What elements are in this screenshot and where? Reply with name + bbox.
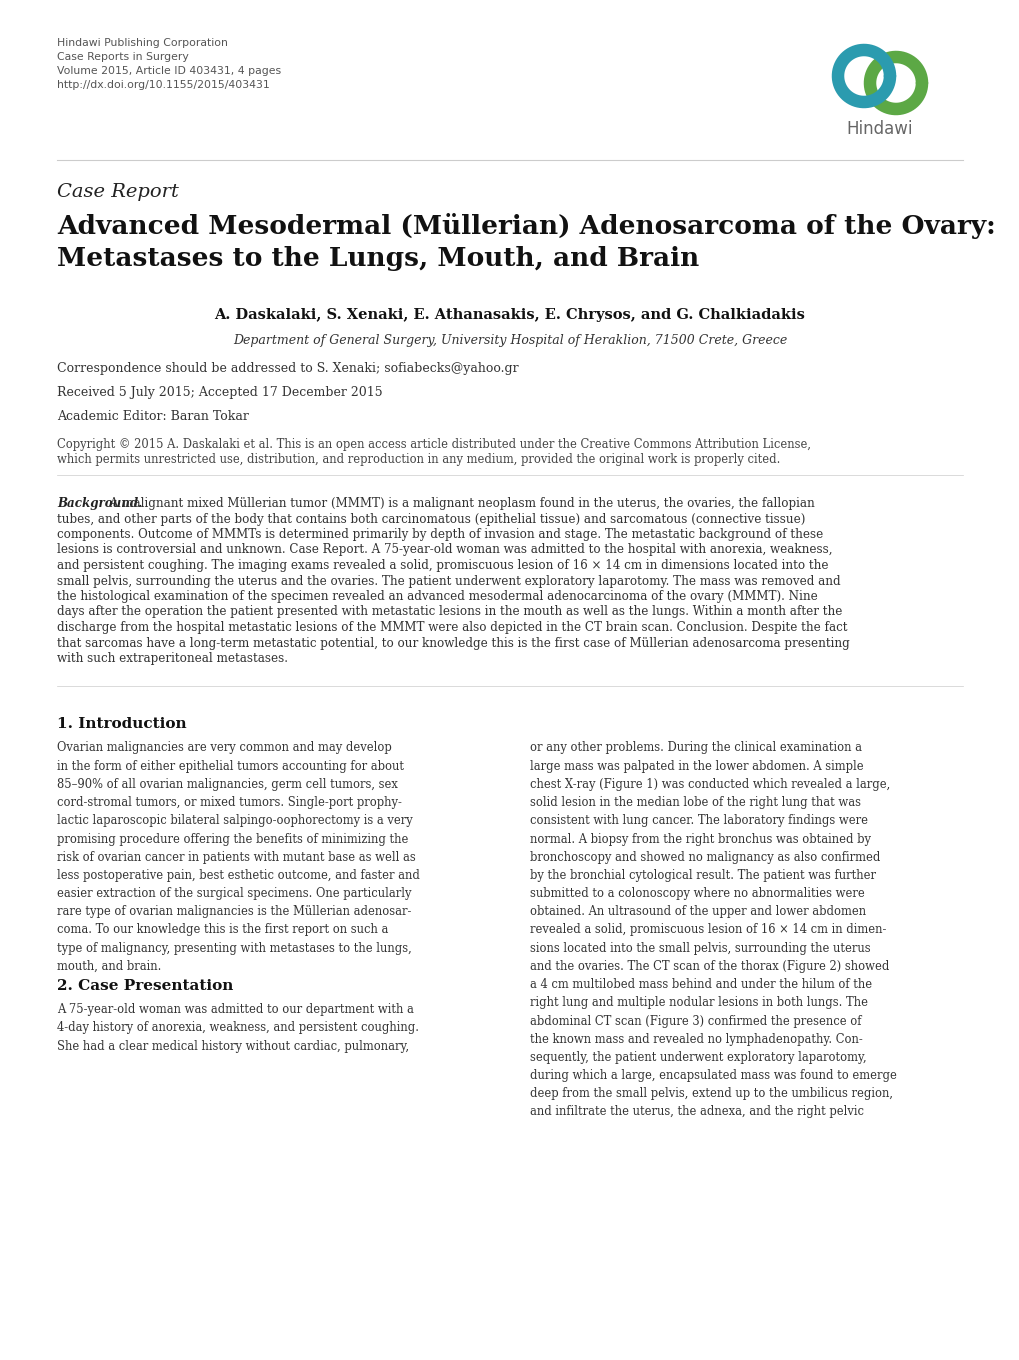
Text: which permits unrestricted use, distribution, and reproduction in any medium, pr: which permits unrestricted use, distribu…	[57, 453, 780, 466]
Text: 2. Case Presentation: 2. Case Presentation	[57, 979, 233, 993]
Text: or any other problems. During the clinical examination a
large mass was palpated: or any other problems. During the clinic…	[530, 741, 896, 1118]
Text: Academic Editor: Baran Tokar: Academic Editor: Baran Tokar	[57, 409, 249, 423]
Text: the histological examination of the specimen revealed an advanced mesodermal ade: the histological examination of the spec…	[57, 590, 817, 602]
Text: Hindawi: Hindawi	[846, 120, 912, 137]
Text: lesions is controversial and unknown. Case Report. A 75-year-old woman was admit: lesions is controversial and unknown. Ca…	[57, 544, 832, 556]
Text: small pelvis, surrounding the uterus and the ovaries. The patient underwent expl: small pelvis, surrounding the uterus and…	[57, 574, 840, 588]
Text: Ovarian malignancies are very common and may develop
in the form of either epith: Ovarian malignancies are very common and…	[57, 741, 420, 972]
Text: components. Outcome of MMMTs is determined primarily by depth of invasion and st: components. Outcome of MMMTs is determin…	[57, 528, 822, 541]
Text: days after the operation the patient presented with metastatic lesions in the mo: days after the operation the patient pre…	[57, 605, 842, 619]
Text: A 75-year-old woman was admitted to our department with a
4-day history of anore: A 75-year-old woman was admitted to our …	[57, 1004, 419, 1053]
Text: 1. Introduction: 1. Introduction	[57, 718, 186, 732]
Text: Correspondence should be addressed to S. Xenaki; sofiabecks@yahoo.gr: Correspondence should be addressed to S.…	[57, 362, 518, 375]
Text: Department of General Surgery, University Hospital of Heraklion, 71500 Crete, Gr: Department of General Surgery, Universit…	[232, 335, 787, 347]
Text: Metastases to the Lungs, Mouth, and Brain: Metastases to the Lungs, Mouth, and Brai…	[57, 246, 699, 271]
Text: and persistent coughing. The imaging exams revealed a solid, promiscuous lesion : and persistent coughing. The imaging exa…	[57, 559, 827, 573]
Text: discharge from the hospital metastatic lesions of the MMMT were also depicted in: discharge from the hospital metastatic l…	[57, 622, 847, 634]
Text: Received 5 July 2015; Accepted 17 December 2015: Received 5 July 2015; Accepted 17 Decemb…	[57, 386, 382, 398]
Text: with such extraperitoneal metastases.: with such extraperitoneal metastases.	[57, 651, 287, 665]
Text: Volume 2015, Article ID 403431, 4 pages: Volume 2015, Article ID 403431, 4 pages	[57, 67, 281, 76]
Text: Case Reports in Surgery: Case Reports in Surgery	[57, 52, 189, 63]
Text: that sarcomas have a long-term metastatic potential, to our knowledge this is th: that sarcomas have a long-term metastati…	[57, 636, 849, 650]
Text: tubes, and other parts of the body that contains both carcinomatous (epithelial : tubes, and other parts of the body that …	[57, 513, 805, 525]
Text: http://dx.doi.org/10.1155/2015/403431: http://dx.doi.org/10.1155/2015/403431	[57, 80, 269, 90]
Text: Hindawi Publishing Corporation: Hindawi Publishing Corporation	[57, 38, 227, 48]
Text: Case Report: Case Report	[57, 184, 178, 201]
Text: Copyright © 2015 A. Daskalaki et al. This is an open access article distributed : Copyright © 2015 A. Daskalaki et al. Thi…	[57, 438, 810, 452]
Text: A malignant mixed Müllerian tumor (MMMT) is a malignant neoplasm found in the ut: A malignant mixed Müllerian tumor (MMMT)…	[106, 496, 814, 510]
Text: A. Daskalaki, S. Xenaki, E. Athanasakis, E. Chrysos, and G. Chalkiadakis: A. Daskalaki, S. Xenaki, E. Athanasakis,…	[214, 307, 805, 322]
Text: Background.: Background.	[57, 496, 142, 510]
Text: Advanced Mesodermal (Müllerian) Adenosarcoma of the Ovary:: Advanced Mesodermal (Müllerian) Adenosar…	[57, 214, 995, 239]
